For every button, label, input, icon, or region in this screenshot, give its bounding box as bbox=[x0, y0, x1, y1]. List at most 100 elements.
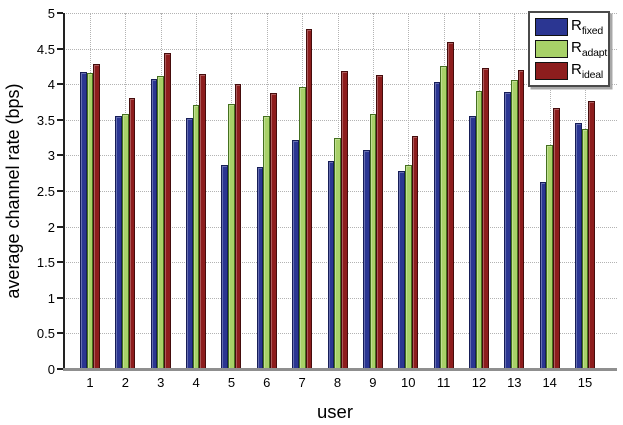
bar-r_ideal-user-15 bbox=[588, 100, 596, 369]
bar-group-user-10 bbox=[398, 13, 419, 369]
legend-label-r_fixed: Rfixed bbox=[571, 17, 604, 37]
bar-r_ideal-user-6 bbox=[270, 93, 277, 369]
bar-r_fixed-user-6 bbox=[256, 166, 264, 369]
bar-group-user-2 bbox=[115, 13, 136, 369]
bar-r_adapt-user-6 bbox=[263, 116, 271, 369]
y-tick-label: 4 bbox=[47, 77, 55, 93]
y-tick-mark bbox=[57, 332, 63, 335]
y-tick-mark bbox=[57, 368, 63, 370]
h-gridline bbox=[63, 119, 617, 121]
bar-r_fixed-user-12 bbox=[468, 115, 476, 369]
bar-r_adapt-user-4 bbox=[192, 104, 200, 369]
y-tick-mark bbox=[57, 47, 63, 50]
legend-entry-r_fixed: Rfixed bbox=[535, 16, 608, 38]
legend-entry-r_adapt: Radapt bbox=[535, 38, 608, 60]
y-tick-mark bbox=[57, 83, 63, 86]
y-tick-label: 3 bbox=[47, 148, 55, 164]
x-tick-label: 8 bbox=[333, 375, 342, 390]
bar-r_fixed-user-14 bbox=[539, 182, 547, 369]
y-tick-mark bbox=[57, 225, 63, 228]
y-tick-mark bbox=[57, 154, 63, 157]
legend-entry-r_ideal: Rideal bbox=[535, 60, 608, 82]
bar-r_fixed-user-7 bbox=[292, 140, 299, 369]
y-axis-line bbox=[63, 13, 65, 369]
x-tick-label: 1 bbox=[86, 375, 94, 390]
bar-group-user-15 bbox=[575, 13, 596, 369]
bar-r_ideal-user-8 bbox=[340, 70, 348, 369]
x-axis-label: user bbox=[317, 401, 353, 422]
bar-r_adapt-user-8 bbox=[334, 138, 341, 369]
bar-group-user-11 bbox=[433, 13, 454, 369]
x-tick-label: 4 bbox=[192, 375, 200, 390]
bar-r_ideal-user-14 bbox=[553, 107, 560, 369]
bar-r_adapt-user-15 bbox=[581, 129, 589, 369]
legend: Rfixed Radapt Rideal bbox=[528, 11, 610, 87]
bar-group-user-13 bbox=[504, 13, 525, 369]
y-tick-mark bbox=[57, 12, 63, 14]
y-tick-mark bbox=[57, 261, 63, 264]
x-tick-label: 14 bbox=[542, 375, 557, 390]
bar-r_adapt-user-11 bbox=[440, 65, 447, 369]
x-axis-line bbox=[63, 368, 617, 371]
plot-area bbox=[57, 12, 617, 371]
bar-r_fixed-user-15 bbox=[575, 122, 582, 369]
legend-swatch-r_adapt bbox=[535, 40, 568, 58]
x-tick-label: 13 bbox=[507, 375, 522, 390]
y-tick-label: 0.5 bbox=[36, 326, 55, 342]
x-tick-label: 3 bbox=[157, 375, 165, 390]
legend-swatch-r_ideal bbox=[535, 62, 568, 80]
x-tick-label: 12 bbox=[471, 375, 487, 390]
h-gridline bbox=[63, 13, 617, 14]
bar-r_ideal-user-11 bbox=[446, 42, 454, 369]
bar-group-user-8 bbox=[327, 13, 348, 369]
x-tick-label: 15 bbox=[577, 375, 593, 390]
y-tick-label: 2 bbox=[47, 219, 55, 235]
bar-r_ideal-user-3 bbox=[164, 52, 171, 369]
bar-r_fixed-user-13 bbox=[504, 92, 511, 369]
x-tick-label: 2 bbox=[121, 375, 129, 390]
bar-group-user-12 bbox=[468, 13, 489, 369]
bar-r_fixed-user-2 bbox=[115, 115, 123, 369]
legend-label-r_adapt: Radapt bbox=[571, 39, 608, 59]
bar-r_ideal-user-4 bbox=[199, 73, 207, 369]
bar-r_adapt-user-2 bbox=[122, 114, 129, 369]
h-gridline bbox=[63, 84, 617, 86]
y-tick-label: 3.5 bbox=[36, 112, 55, 128]
x-tick-label: 6 bbox=[263, 375, 271, 390]
bar-r_adapt-user-13 bbox=[510, 79, 518, 369]
bar-r_ideal-user-13 bbox=[517, 69, 525, 369]
bar-group-user-9 bbox=[362, 13, 383, 369]
bar-r_ideal-user-2 bbox=[128, 98, 136, 369]
y-tick-mark bbox=[57, 118, 63, 121]
y-tick-label: 0 bbox=[47, 362, 55, 377]
bar-r_ideal-user-10 bbox=[411, 136, 419, 369]
y-tick-label: 5 bbox=[47, 6, 55, 21]
bar-r_adapt-user-5 bbox=[228, 104, 235, 369]
bar-r_adapt-user-7 bbox=[298, 87, 306, 369]
bar-r_adapt-user-9 bbox=[369, 114, 377, 369]
x-tick-label: 10 bbox=[401, 375, 416, 390]
bar-r_adapt-user-1 bbox=[86, 72, 94, 369]
bar-r_ideal-user-1 bbox=[93, 63, 101, 369]
y-tick-label: 1.5 bbox=[36, 255, 55, 271]
bar-group-user-3 bbox=[150, 13, 171, 369]
bar-r_ideal-user-5 bbox=[234, 84, 242, 369]
bar-r_fixed-user-9 bbox=[362, 149, 370, 369]
y-tick-label: 1 bbox=[47, 290, 55, 306]
bar-group-user-1 bbox=[80, 13, 101, 369]
bar-r_ideal-user-9 bbox=[376, 74, 383, 369]
bar-group-user-5 bbox=[221, 13, 242, 369]
bar-group-user-6 bbox=[256, 13, 277, 369]
bar-r_adapt-user-14 bbox=[546, 144, 554, 369]
x-tick-label: 5 bbox=[227, 375, 236, 390]
bar-r_fixed-user-11 bbox=[433, 82, 441, 369]
y-tick-mark bbox=[57, 190, 63, 192]
x-tick-label: 9 bbox=[369, 375, 377, 390]
x-tick-label: 7 bbox=[298, 375, 306, 390]
bar-group-user-7 bbox=[292, 13, 313, 369]
bar-r_fixed-user-5 bbox=[221, 164, 229, 369]
bar-r_fixed-user-3 bbox=[150, 78, 158, 369]
bar-r_adapt-user-10 bbox=[404, 165, 412, 369]
y-tick-label: 2.5 bbox=[36, 184, 55, 199]
bar-r_fixed-user-8 bbox=[327, 161, 335, 369]
